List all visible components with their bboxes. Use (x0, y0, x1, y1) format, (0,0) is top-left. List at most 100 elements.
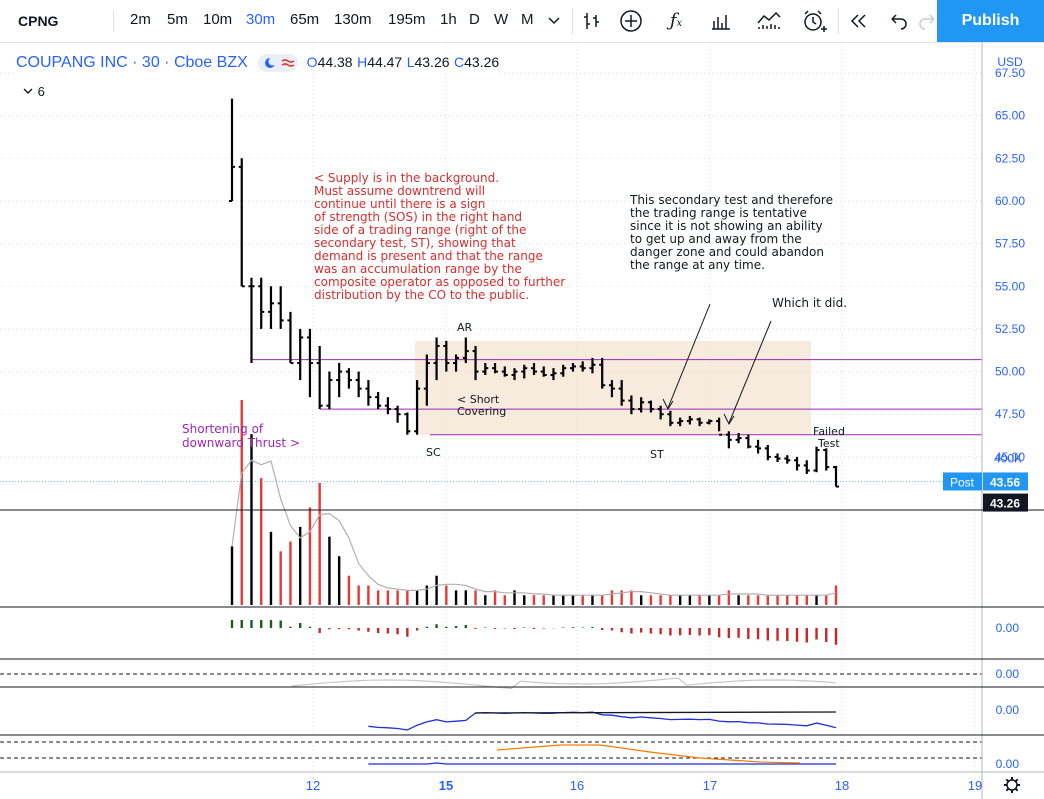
oscillator-bar (337, 628, 341, 629)
oscillator-bar (591, 627, 594, 628)
price-bar (647, 400, 654, 413)
price-bar (803, 460, 810, 474)
shortening-line: downward Thrust > (182, 436, 300, 450)
volume-bar (367, 585, 370, 605)
timeframe-65m[interactable]: 65m (290, 11, 320, 28)
oscillator-bar (357, 628, 360, 631)
volume-bar (630, 590, 633, 605)
gear-icon-tooth (1014, 778, 1019, 783)
oscillator-bar (610, 628, 614, 631)
compare-icon[interactable] (707, 7, 735, 35)
volume-bar (659, 595, 662, 605)
symbol-search[interactable]: CPNG (6, 6, 114, 36)
price-chart[interactable]: 400K 0.00 0.00 0.00 0.00 < Supply is in the… (0, 42, 1044, 799)
volume-bar (503, 595, 506, 605)
timeframe-w[interactable]: W (494, 11, 509, 28)
post-price-badge (983, 472, 1028, 491)
price-bar (267, 286, 274, 329)
timeframe-d[interactable]: D (469, 11, 480, 28)
volume-bar (620, 590, 623, 605)
supply-note-line: distribution by the CO to the public. (314, 288, 529, 302)
indicators-icon[interactable] (754, 7, 784, 35)
volume-bar (474, 590, 477, 605)
volume-bar (542, 595, 545, 605)
toolbar-divider (838, 8, 839, 34)
post-price-label: 43.56 (990, 475, 1020, 489)
redo-icon[interactable] (916, 7, 940, 35)
oscillator-bar (415, 628, 419, 631)
volume-bar (269, 531, 273, 605)
volume-bar (445, 585, 448, 605)
price-bar (423, 354, 430, 406)
price-bar (667, 410, 674, 427)
price-bar (345, 368, 352, 389)
undo-icon[interactable] (886, 7, 910, 35)
post-label: Post (950, 475, 975, 489)
price-bar (540, 366, 547, 377)
timeframe-195m[interactable]: 195m (388, 11, 426, 28)
price-bar (560, 364, 567, 377)
secondary-test-note-line: danger zone and could abandon (630, 245, 824, 259)
volume-bar (562, 595, 565, 605)
volume-bar (308, 507, 312, 605)
price-tick-label: 45.00 (995, 450, 1025, 464)
bar-style-icon[interactable] (578, 7, 606, 35)
function-icon[interactable]: ƒx (669, 10, 683, 31)
volume-bar (688, 595, 692, 605)
st-label: ST (650, 448, 664, 461)
price-bar (521, 364, 528, 379)
volume-bar (552, 595, 555, 605)
publish-button[interactable]: Publish (937, 0, 1044, 42)
add-icon[interactable] (617, 7, 645, 35)
signal-line (474, 711, 837, 714)
timeframe-30m[interactable]: 30m (246, 11, 276, 28)
price-bar (277, 286, 284, 329)
timeframe-m[interactable]: M (521, 11, 534, 28)
chevron-down-icon[interactable] (542, 7, 566, 35)
supply-note-line: Must assume downtrend will (314, 184, 485, 198)
timeframe-130m[interactable]: 130m (334, 11, 372, 28)
oscillator-bar (513, 628, 516, 629)
volume-bar (600, 595, 604, 605)
price-bar (326, 371, 333, 410)
price-bar (394, 405, 401, 423)
instrument-title[interactable]: COUPANG INC · 30 · Cboe BZX (16, 54, 248, 72)
shortening-thrust-label: Shortening of downward Thrust > (182, 422, 300, 450)
top-toolbar: CPNG 2m 5m 10m 30m 65m 130m 195m 1h D W … (0, 0, 1044, 43)
volume-bar (795, 595, 799, 605)
price-bar (306, 328, 313, 398)
price-tick-label: 65.00 (995, 109, 1025, 123)
low-label: L (406, 54, 415, 71)
volume-tick-label: 400K (994, 452, 1022, 466)
volume-bar (766, 595, 770, 605)
volume-bar (406, 590, 409, 605)
close-value: 43.26 (464, 54, 500, 71)
price-bar (794, 456, 801, 471)
oscillator-tick-label: 0.00 (996, 667, 1020, 681)
timeframe-1h[interactable]: 1h (440, 11, 457, 28)
indicator-list-toggle[interactable]: 6 (22, 84, 45, 99)
market-status-badge[interactable] (258, 54, 299, 72)
oscillator-bar (571, 627, 575, 628)
volume-bar (493, 590, 497, 605)
timeframe-2m[interactable]: 2m (130, 11, 151, 28)
oscillator-bar (425, 626, 429, 628)
oscillator-bar (240, 620, 243, 628)
ar-label: AR (457, 321, 473, 334)
price-bar (404, 412, 411, 435)
price-tick-label: 52.50 (995, 322, 1025, 336)
alert-icon[interactable] (799, 7, 829, 35)
price-bar (365, 380, 372, 406)
replay-icon[interactable] (846, 7, 870, 35)
time-tick-label: 17 (703, 778, 717, 793)
timeframe-10m[interactable]: 10m (203, 11, 233, 28)
price-bar (550, 368, 557, 381)
oscillator-line (368, 711, 837, 731)
volume-bar (454, 590, 458, 605)
gear-icon-tooth (1005, 787, 1010, 792)
supply-note-line: demand is present and that the range (314, 249, 543, 263)
arrow-to-st (667, 303, 711, 409)
volume-bar (425, 585, 429, 605)
open-value: 44.38 (317, 54, 353, 71)
timeframe-5m[interactable]: 5m (167, 11, 188, 28)
